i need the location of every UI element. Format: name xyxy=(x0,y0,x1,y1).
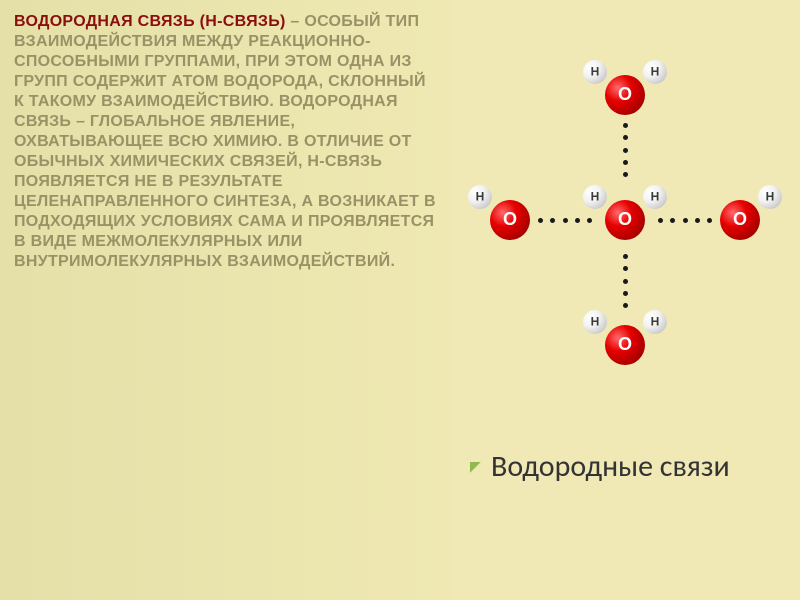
hydrogen-bond xyxy=(622,254,628,308)
hydrogen-bond xyxy=(538,217,592,223)
hydrogen-atom xyxy=(583,310,607,334)
hydrogen-atom xyxy=(468,185,492,209)
oxygen-atom xyxy=(605,200,645,240)
definition-panel: Водородная связь (H-связь) – особый тип … xyxy=(0,0,450,600)
hydrogen-atom xyxy=(583,60,607,84)
hydrogen-atom xyxy=(583,185,607,209)
oxygen-atom xyxy=(720,200,760,240)
definition-body: – особый тип взаимодействия между реакци… xyxy=(14,13,436,270)
hydrogen-atom xyxy=(643,60,667,84)
oxygen-atom xyxy=(605,325,645,365)
hydrogen-bond xyxy=(658,217,712,223)
caption-area: Водородные связи xyxy=(450,420,800,485)
diagram-panel: Водородные связи xyxy=(450,0,800,600)
term: Водородная связь (H-связь) xyxy=(14,13,286,30)
hydrogen-atom xyxy=(758,185,782,209)
bullet-icon xyxy=(470,462,481,473)
hydrogen-bond-diagram xyxy=(460,20,790,420)
definition-text: Водородная связь (H-связь) – особый тип … xyxy=(14,12,436,272)
hydrogen-bond xyxy=(622,123,628,177)
oxygen-atom xyxy=(490,200,530,240)
diagram-caption: Водородные связи xyxy=(491,448,730,485)
hydrogen-atom xyxy=(643,310,667,334)
hydrogen-atom xyxy=(643,185,667,209)
oxygen-atom xyxy=(605,75,645,115)
